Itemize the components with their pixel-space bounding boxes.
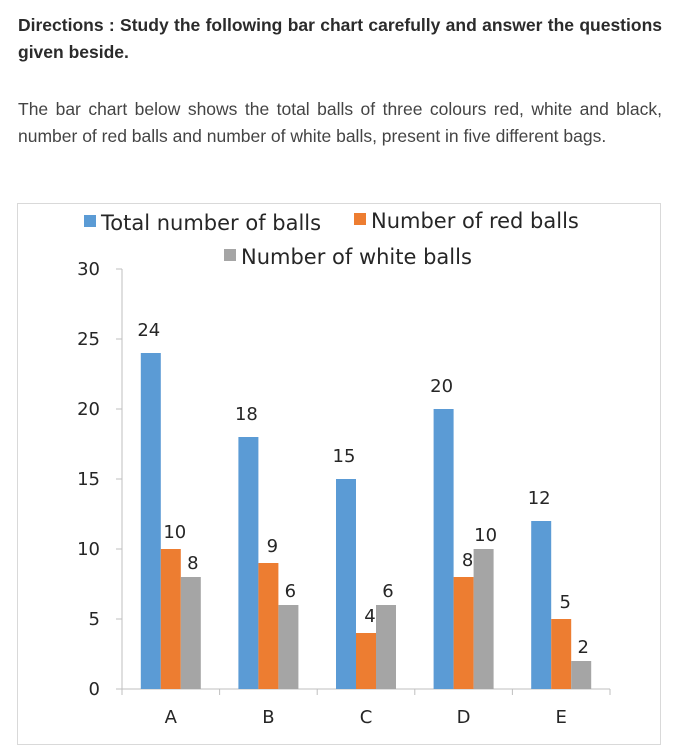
bar-value-label: 8 [462,550,473,571]
bar [278,605,299,689]
legend-label: Number of white balls [241,245,472,269]
bar-value-label: 4 [364,606,375,627]
bar [140,353,161,689]
bar [336,479,356,689]
bar-value-label: 15 [333,446,356,467]
bar-chart: 0 5 10 15 20 25 30 24 10 8 A 18 9 6 B 15 4 6 C 20 8 10 D 12 5 2 E T… [17,203,661,745]
bar-value-label: 24 [137,320,160,341]
bar-value-label: 5 [559,592,570,613]
bar [258,563,279,689]
bar [551,619,572,689]
bar [531,521,552,689]
bar-value-label: 2 [577,637,588,658]
x-category-label: D [457,707,471,728]
y-tick-label: 15 [77,469,100,490]
bar [473,549,494,689]
legend-swatch [354,213,366,225]
intro-text: The bar chart below shows the total ball… [18,99,662,146]
bar-value-label: 18 [235,404,258,425]
x-category-label: E [556,707,567,728]
bar [376,605,396,689]
bar [571,661,592,689]
x-category-label: B [262,707,274,728]
bar-value-label: 12 [528,488,551,509]
chart-svg: 05101520253024108A1896B1546C20810D1252ET… [77,209,611,728]
bar [453,577,474,689]
directions-text: Directions : Study the following bar cha… [18,15,662,62]
bar-value-label: 8 [187,553,198,574]
bar-value-label: 10 [163,522,186,543]
y-tick-label: 25 [77,329,100,350]
y-tick-label: 30 [77,259,100,280]
y-tick-label: 0 [89,679,100,700]
legend-swatch [224,249,236,261]
bar-value-label: 6 [285,581,296,602]
bar [180,577,201,689]
bar-value-label: 9 [267,536,278,557]
bar-value-label: 20 [430,376,453,397]
legend-swatch [84,215,96,227]
bar-value-label: 10 [474,525,497,546]
bar [238,437,259,689]
legend-label: Total number of balls [100,211,321,235]
bar-value-label: 6 [382,581,393,602]
y-tick-label: 10 [77,539,100,560]
y-tick-label: 5 [89,609,100,630]
bar [433,409,454,689]
bar [160,549,181,689]
bar [356,633,376,689]
x-category-label: A [165,707,178,728]
legend-label: Number of red balls [371,209,579,233]
y-tick-label: 20 [77,399,100,420]
x-category-label: C [360,707,373,728]
